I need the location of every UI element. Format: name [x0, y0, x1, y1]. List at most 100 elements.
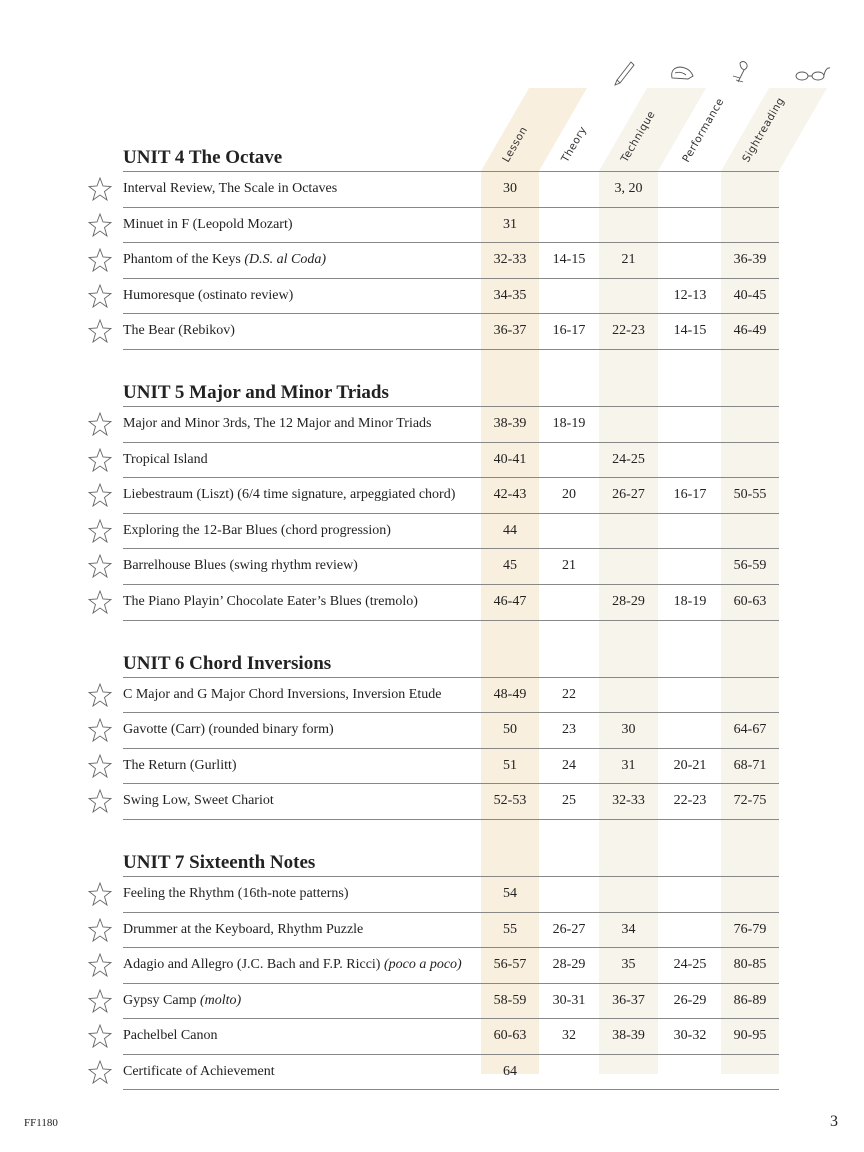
table-row: The Piano Playin’ Chocolate Eater’s Blue… [87, 585, 779, 621]
piece-title: Certificate of Achievement [123, 1063, 275, 1079]
page-ref-lesson: 48-49 [493, 686, 527, 702]
page-ref-sightreading: 40-45 [733, 287, 767, 303]
page-ref-theory: 18-19 [552, 415, 586, 431]
table-row: Barrelhouse Blues (swing rhythm review) 4… [87, 549, 779, 585]
piece-title: C Major and G Major Chord Inversions, In… [123, 686, 442, 702]
piece-title: Gavotte (Carr) (rounded binary form) [123, 722, 334, 738]
page-ref-lesson: 54 [503, 885, 517, 901]
piece-title: Humoresque (ostinato review) [123, 287, 294, 303]
page-ref-theory: 16-17 [552, 323, 586, 339]
page-ref-lesson: 64 [503, 1063, 517, 1079]
page-ref-technique: 38-39 [612, 1028, 645, 1044]
piece-title: Pachelbel Canon [123, 1028, 218, 1044]
table-row: Feeling the Rhythm (16th-note patterns) 5… [87, 877, 779, 913]
page-ref-lesson: 38-39 [493, 415, 527, 431]
page-ref-technique: 32-33 [612, 793, 645, 809]
contents-table: UNIT 4 The Octave Interval Review, The Sc… [87, 115, 779, 1091]
page-ref-technique: 22-23 [612, 323, 645, 339]
table-row: Minuet in F (Leopold Mozart) 31 [87, 208, 779, 244]
page-ref-theory: 24 [562, 757, 576, 773]
page-ref-performance: 12-13 [673, 287, 707, 303]
unit-heading: UNIT 4 The Octave [123, 115, 779, 172]
page-ref-lesson: 55 [503, 921, 517, 937]
glasses-icon [795, 67, 831, 81]
page-ref-sightreading: 46-49 [733, 323, 767, 339]
star-icon [87, 682, 113, 707]
unit-title: UNIT 4 The Octave [123, 147, 283, 168]
table-row: Gypsy Camp (molto) 58-59 30-31 36-37 26-29 86… [87, 984, 779, 1020]
piece-title: Tropical Island [123, 451, 208, 467]
table-row: Adagio and Allegro (J.C. Bach and F.P. R… [87, 948, 779, 984]
unit-heading: UNIT 7 Sixteenth Notes [123, 820, 779, 877]
page-ref-lesson: 32-33 [493, 252, 527, 268]
table-row: Interval Review, The Scale in Octaves 30 3… [87, 172, 779, 208]
column-band-lesson [481, 171, 539, 1074]
star-icon [87, 952, 113, 978]
star-icon [87, 319, 113, 344]
piece-title-italic: (poco a poco) [383, 957, 462, 973]
table-row: Tropical Island 40-41 24-25 [87, 443, 779, 479]
table-row: Drummer at the Keyboard, Rhythm Puzzle 55… [87, 913, 779, 949]
page-ref-lesson: 31 [503, 216, 517, 232]
piece-title: Major and Minor 3rds, The 12 Major and M… [123, 415, 432, 431]
piece-title: Interval Review, The Scale in Octaves [123, 181, 338, 196]
unit-title: UNIT 7 Sixteenth Notes [123, 851, 316, 873]
page-ref-lesson: 51 [503, 757, 517, 773]
page-ref-theory: 23 [562, 722, 576, 738]
page-ref-technique: 34 [621, 921, 636, 937]
pencil-icon [614, 61, 635, 86]
page-ref-lesson: 40-41 [493, 451, 527, 467]
page-ref-technique: 3, 20 [614, 181, 643, 196]
star-icon [87, 411, 113, 437]
piece-title: Feeling the Rhythm (16th-note patterns) [123, 885, 349, 901]
page-ref-sightreading: 68-71 [733, 757, 767, 773]
page-ref-performance: 16-17 [673, 487, 707, 503]
piece-title: Phantom of the Keys (D.S. al Coda) [123, 252, 326, 268]
star-icon [87, 1023, 113, 1049]
star-icon [87, 283, 113, 308]
page-ref-sightreading: 60-63 [733, 593, 767, 609]
page-ref-lesson: 56-57 [493, 957, 527, 973]
page-ref-lesson: 30 [503, 181, 517, 196]
page-ref-performance: 24-25 [673, 957, 707, 973]
page-ref-lesson: 46-47 [493, 593, 527, 609]
header-band-technique [599, 88, 706, 171]
page-ref-theory: 21 [562, 558, 576, 574]
page-ref-lesson: 45 [503, 558, 517, 574]
column-header: Lesson Theory Technique Performance Sightrea… [481, 61, 831, 171]
star-icon [87, 212, 113, 237]
page-ref-lesson: 34-35 [493, 287, 527, 303]
piece-title: Minuet in F (Leopold Mozart) [123, 216, 293, 232]
star-icon [87, 881, 113, 907]
page-ref-lesson: 52-53 [493, 793, 527, 809]
page-ref-lesson: 60-63 [493, 1028, 527, 1044]
page-ref-sightreading: 36-39 [733, 252, 767, 268]
page-ref-sightreading: 80-85 [733, 957, 767, 973]
piece-title-italic: (D.S. al Coda) [244, 252, 326, 268]
table-row: Humoresque (ostinato review) 34-35 12-13 40… [87, 279, 779, 315]
page-ref-theory: 28-29 [552, 957, 586, 973]
star-icon [87, 482, 113, 508]
star-icon [87, 717, 113, 743]
star-icon [87, 554, 113, 579]
page-ref-technique: 26-27 [612, 487, 645, 503]
page-ref-sightreading: 72-75 [733, 793, 767, 809]
page-ref-lesson: 36-37 [493, 323, 527, 339]
header-band-lesson [481, 88, 587, 171]
product-code: FF1180 [24, 1117, 58, 1129]
page-ref-theory: 14-15 [552, 252, 586, 268]
table-row: The Bear (Rebikov) 36-37 16-17 22-23 14-15 46… [87, 314, 779, 350]
page-ref-lesson: 50 [503, 722, 517, 738]
column-band-technique [599, 171, 658, 1074]
star-icon [87, 753, 113, 778]
page-ref-sightreading: 86-89 [733, 992, 767, 1008]
page-ref-performance: 26-29 [673, 992, 707, 1008]
page-ref-lesson: 44 [503, 522, 517, 538]
star-icon [87, 247, 113, 273]
rose-icon [732, 61, 748, 83]
page-ref-lesson: 58-59 [493, 992, 527, 1008]
column-band-sightreading [721, 171, 779, 1074]
star-icon [87, 917, 113, 942]
table-row: Liebestraum (Liszt) (6/4 time signature,… [87, 478, 779, 514]
piece-title: Liebestraum (Liszt) (6/4 time signature,… [123, 487, 456, 503]
